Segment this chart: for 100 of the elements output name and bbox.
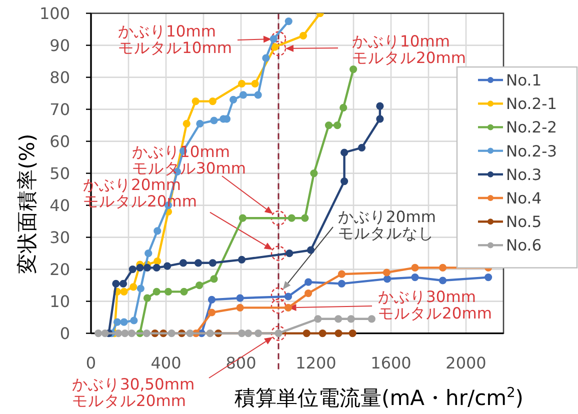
point: [208, 296, 216, 304]
point: [238, 80, 246, 88]
x-tick-label: 2000: [446, 354, 486, 372]
y-tick-label: 60: [50, 132, 70, 152]
point: [334, 122, 342, 130]
y-tick-label: 50: [50, 164, 70, 184]
point: [340, 178, 348, 186]
legend-label: No.3: [506, 166, 542, 184]
point: [154, 227, 162, 235]
y-tick-label: 20: [50, 260, 70, 280]
point: [288, 214, 296, 222]
point: [318, 330, 326, 338]
point: [382, 268, 390, 276]
point: [301, 214, 309, 222]
point: [238, 330, 246, 338]
legend-label: No.2-1: [506, 95, 558, 114]
y-tick-label: 40: [50, 196, 70, 216]
annotation: かぶり30,50mm モルタル20mm: [72, 376, 195, 410]
x-tick-label: 1600: [370, 354, 412, 372]
point: [142, 330, 150, 338]
point: [136, 264, 144, 272]
point: [286, 250, 294, 258]
point: [376, 102, 384, 110]
point: [306, 246, 315, 254]
point: [152, 288, 160, 296]
point: [304, 278, 312, 286]
legend-label: No.6: [506, 236, 542, 255]
point: [238, 214, 246, 222]
point: [114, 330, 122, 338]
point: [284, 18, 292, 26]
y-tick-label: 70: [50, 100, 70, 120]
point: [128, 266, 136, 274]
point: [101, 330, 109, 338]
legend-label: No.4: [506, 190, 542, 208]
point: [239, 91, 248, 99]
point: [152, 264, 160, 272]
point: [208, 259, 216, 267]
point: [338, 270, 346, 278]
point: [334, 315, 342, 323]
annotation: かぶり10mm モルタル20mm: [352, 32, 466, 67]
point: [254, 330, 262, 338]
y-tick-label: 100: [39, 4, 70, 24]
point: [120, 318, 128, 326]
point: [179, 259, 188, 267]
point: [238, 256, 246, 264]
point: [112, 280, 120, 288]
legend-label: No.2-3: [506, 142, 558, 160]
point: [206, 330, 214, 338]
point: [270, 35, 278, 43]
point: [302, 330, 310, 338]
point: [347, 315, 355, 323]
point: [168, 330, 176, 338]
point: [376, 115, 384, 123]
point: [154, 258, 162, 266]
point: [284, 304, 292, 312]
point: [338, 280, 346, 288]
point: [208, 308, 216, 316]
point: [484, 274, 492, 282]
point: [180, 288, 188, 296]
point: [236, 304, 244, 312]
point: [136, 284, 144, 292]
y-tick-label: 90: [50, 36, 70, 56]
x-tick-label: 1200: [296, 354, 336, 372]
point: [120, 288, 128, 296]
annotation: かぶり30mm モルタル20mm: [378, 288, 492, 322]
point: [254, 91, 262, 99]
point: [210, 275, 218, 283]
point: [182, 120, 190, 128]
point: [164, 262, 172, 270]
point: [368, 315, 376, 323]
point: [438, 276, 447, 284]
point: [128, 330, 136, 338]
point: [194, 259, 202, 267]
point: [186, 330, 194, 338]
point: [121, 330, 129, 338]
point: [196, 120, 204, 128]
point: [236, 294, 244, 302]
point: [284, 292, 292, 300]
y-tick-label: 80: [50, 68, 70, 88]
point: [119, 280, 128, 288]
point: [438, 264, 447, 272]
y-axis-title: 変状面積率(%): [15, 134, 39, 274]
annotation: かぶり20mm モルタルなし: [338, 208, 436, 242]
point: [411, 264, 419, 272]
legend-label: No.5: [506, 213, 542, 232]
point: [324, 122, 333, 130]
point: [192, 98, 200, 106]
point: [196, 282, 204, 290]
point: [113, 318, 122, 326]
point: [244, 330, 252, 338]
x-axis-title: 積算単位電流量(mA・hr/cm$^{2}$): [234, 385, 524, 410]
point: [164, 288, 172, 296]
y-tick-label: 0: [60, 324, 70, 344]
x-tick-label: 0: [86, 354, 96, 372]
y-tick-label: 10: [50, 292, 70, 312]
point: [340, 104, 348, 112]
y-tick-label: 30: [50, 228, 70, 248]
point: [334, 330, 342, 338]
point: [143, 294, 152, 302]
legend-label: No.1: [506, 72, 542, 90]
